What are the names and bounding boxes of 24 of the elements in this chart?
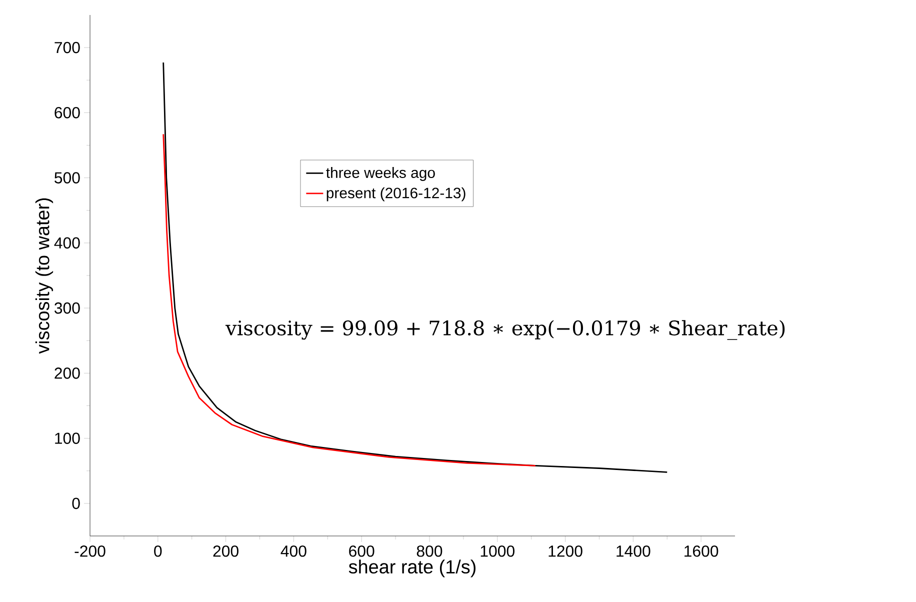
x-tick-label: 200 (213, 546, 238, 557)
legend-label: present (2016-12-13) (326, 187, 466, 202)
y-tick-label: 300 (54, 302, 80, 314)
x-tick-label: 400 (280, 546, 306, 557)
line-series (162, 62, 668, 473)
y-tick-label: 200 (54, 368, 80, 379)
x-tick-label: 1600 (684, 546, 718, 557)
x-tick-label: -200 (74, 546, 106, 557)
x-tick-label: 1400 (616, 546, 650, 557)
y-tick-label: 400 (54, 237, 80, 249)
x-tick-label: 800 (416, 546, 442, 557)
y-tick-label: 0 (72, 498, 80, 510)
x-tick-label: 0 (154, 546, 162, 557)
y-tick-label: 600 (54, 107, 80, 118)
x-axis-title: shear rate (1/s) (348, 560, 476, 578)
x-tick-label: 1000 (480, 546, 514, 557)
annotation: viscosity = 99.09 + 718.8 ∗ exp(−0.0179 ∗ Shear_rate) (225, 320, 785, 340)
x-tick-label: 600 (349, 546, 374, 557)
y-tick-label: 100 (55, 432, 80, 444)
y-tick-label: 500 (54, 172, 80, 184)
x-tick-label: 1200 (548, 546, 582, 557)
y-axis-title: viscosity (to water) (35, 198, 54, 354)
y-tick-label: 700 (54, 42, 80, 54)
legend-label: three weeks ago (326, 167, 435, 181)
